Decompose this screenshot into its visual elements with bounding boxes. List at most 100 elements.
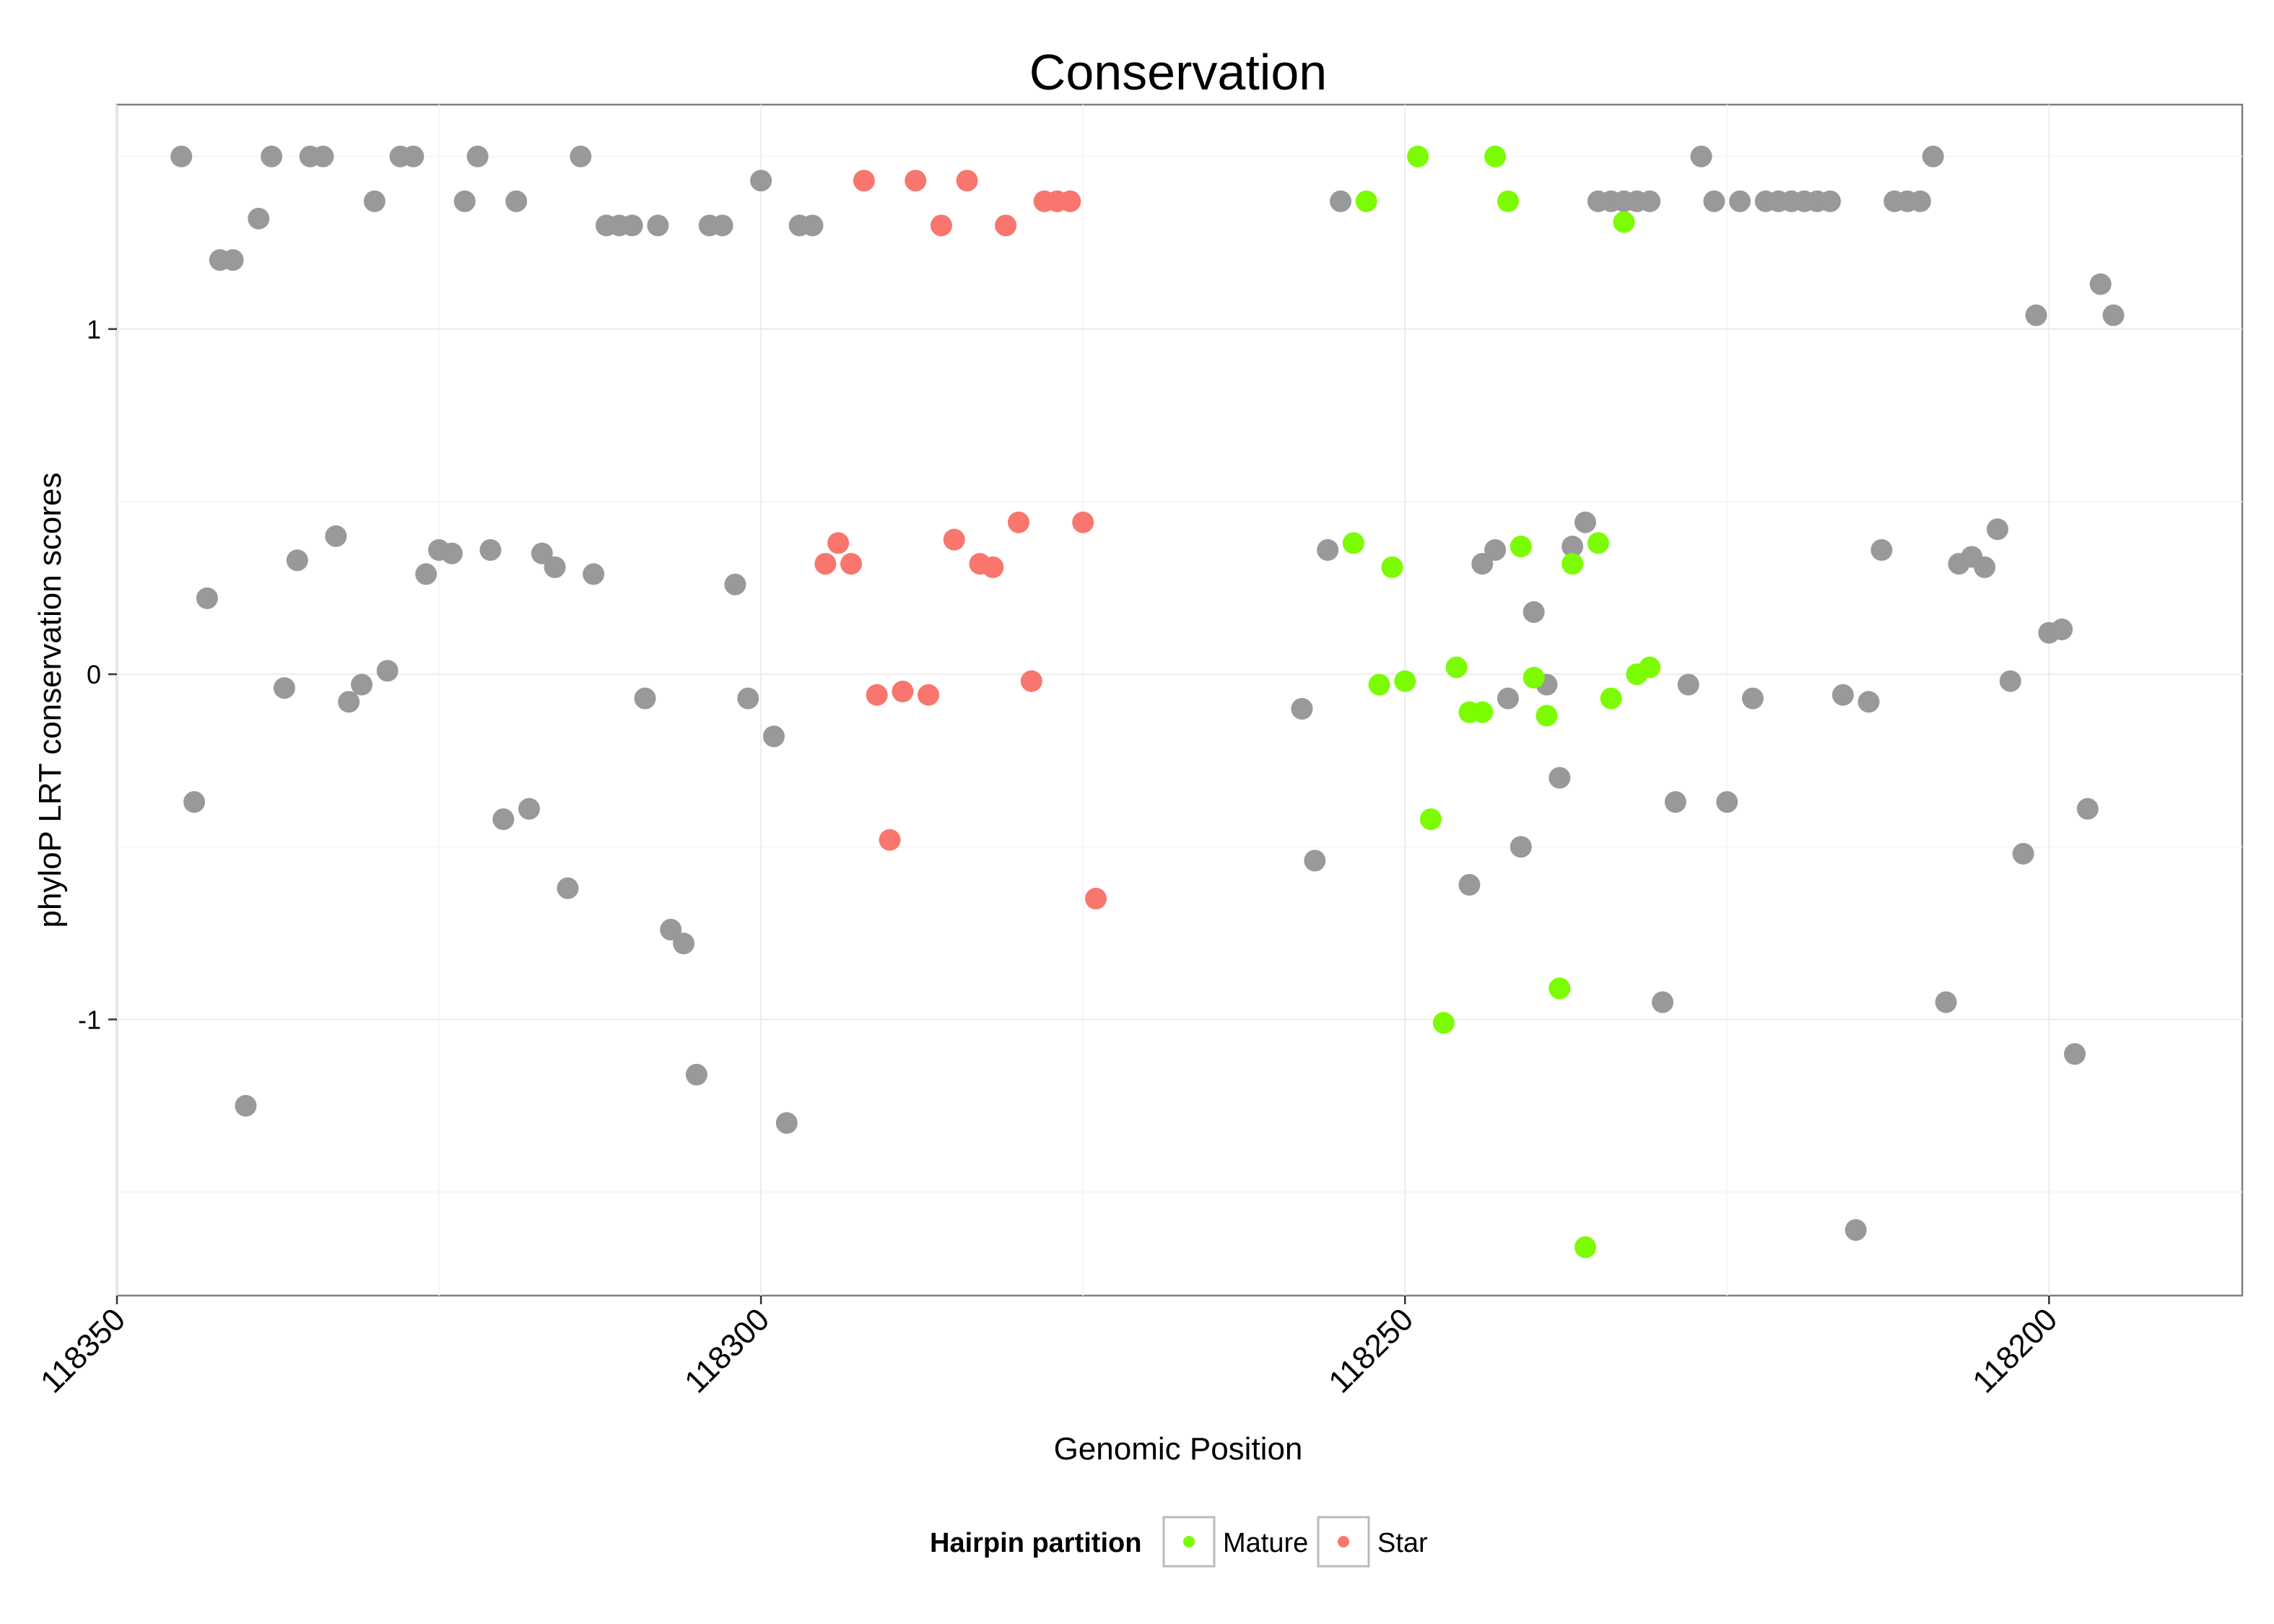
point-mature	[1407, 145, 1429, 167]
point-other	[762, 725, 785, 748]
point-mature	[1510, 536, 1532, 558]
point-mature	[1497, 190, 1519, 212]
point-other	[1330, 190, 1352, 212]
point-other	[338, 691, 360, 713]
point-other	[1574, 511, 1597, 533]
point-other	[570, 145, 592, 167]
legend-dot-star	[1338, 1536, 1349, 1547]
point-other	[1741, 687, 1764, 710]
point-mature	[1535, 704, 1558, 727]
point-other	[440, 542, 463, 564]
point-star	[930, 214, 952, 237]
point-other	[1471, 553, 1494, 575]
point-star	[814, 553, 837, 575]
y-axis: -1 0 1	[78, 315, 117, 1034]
y-tick-label: 1	[87, 315, 101, 344]
point-mature	[1445, 656, 1468, 678]
point-other	[621, 214, 643, 237]
point-other	[1522, 601, 1545, 624]
point-other	[711, 214, 733, 237]
point-other	[1677, 673, 1699, 696]
point-mature	[1394, 670, 1416, 692]
point-other	[351, 673, 373, 696]
legend-label-mature: Mature	[1223, 1528, 1308, 1558]
y-axis-label: phyloP LRT conservation scores	[32, 472, 68, 927]
point-star	[879, 829, 901, 851]
point-other	[273, 677, 295, 699]
point-other	[1317, 538, 1339, 561]
point-other	[479, 538, 502, 561]
point-star	[982, 556, 1004, 578]
point-star	[892, 681, 914, 703]
point-other	[647, 214, 669, 237]
point-other	[1458, 873, 1481, 896]
data-points	[170, 145, 2125, 1259]
point-other	[170, 145, 193, 167]
plot-panel	[116, 103, 2244, 1297]
point-other	[261, 145, 283, 167]
point-other	[466, 145, 489, 167]
point-star	[995, 214, 1017, 237]
point-other	[1999, 670, 2021, 692]
point-other	[1664, 791, 1686, 813]
point-other	[325, 525, 347, 547]
point-other	[750, 170, 772, 192]
point-mature	[1432, 1012, 1455, 1034]
point-other	[1716, 791, 1738, 813]
point-other	[737, 687, 759, 710]
point-other	[634, 687, 656, 710]
point-other	[1974, 556, 1996, 578]
point-mature	[1613, 211, 1635, 233]
point-other	[1639, 190, 1661, 212]
point-other	[2089, 273, 2112, 295]
point-mature	[1587, 532, 1609, 554]
point-other	[1831, 684, 1854, 706]
point-other	[363, 190, 385, 212]
grid-lines	[116, 105, 2242, 1296]
point-other	[1844, 1219, 1867, 1241]
point-star	[956, 170, 978, 192]
point-other	[685, 1063, 707, 1086]
point-star	[943, 528, 965, 551]
point-other	[505, 190, 528, 212]
point-other	[583, 563, 605, 585]
point-other	[1561, 536, 1584, 558]
point-star	[905, 170, 927, 192]
point-other	[1690, 145, 1712, 167]
point-other	[1484, 538, 1507, 561]
point-other	[376, 660, 398, 682]
point-other	[1819, 190, 1842, 212]
point-mature	[1548, 977, 1571, 1000]
point-other	[660, 919, 682, 941]
point-star	[1059, 190, 1081, 212]
point-other	[1548, 767, 1571, 789]
point-other	[183, 791, 206, 813]
point-mature	[1368, 673, 1390, 696]
x-axis-label: Genomic Position	[1054, 1431, 1303, 1467]
point-other	[492, 808, 515, 830]
point-other	[1304, 850, 1326, 872]
point-other	[235, 1094, 257, 1117]
point-other	[248, 207, 270, 230]
point-other	[2102, 304, 2125, 326]
chart-title: Conservation	[1029, 44, 1327, 100]
point-other	[2012, 842, 2034, 865]
legend-title: Hairpin partition	[930, 1528, 1141, 1558]
point-other	[1291, 697, 1313, 720]
point-star	[1072, 511, 1094, 533]
point-other	[1935, 991, 1957, 1013]
point-other	[531, 542, 553, 564]
point-other	[312, 145, 334, 167]
point-star	[1020, 670, 1042, 692]
point-star	[840, 553, 863, 575]
point-mature	[1419, 808, 1442, 830]
point-other	[222, 249, 244, 271]
point-other	[415, 563, 437, 585]
point-mature	[1522, 666, 1545, 689]
point-other	[1857, 691, 1880, 713]
point-mature	[1471, 701, 1494, 723]
point-other	[801, 214, 824, 237]
legend-label-star: Star	[1377, 1528, 1428, 1558]
point-other	[286, 549, 308, 572]
